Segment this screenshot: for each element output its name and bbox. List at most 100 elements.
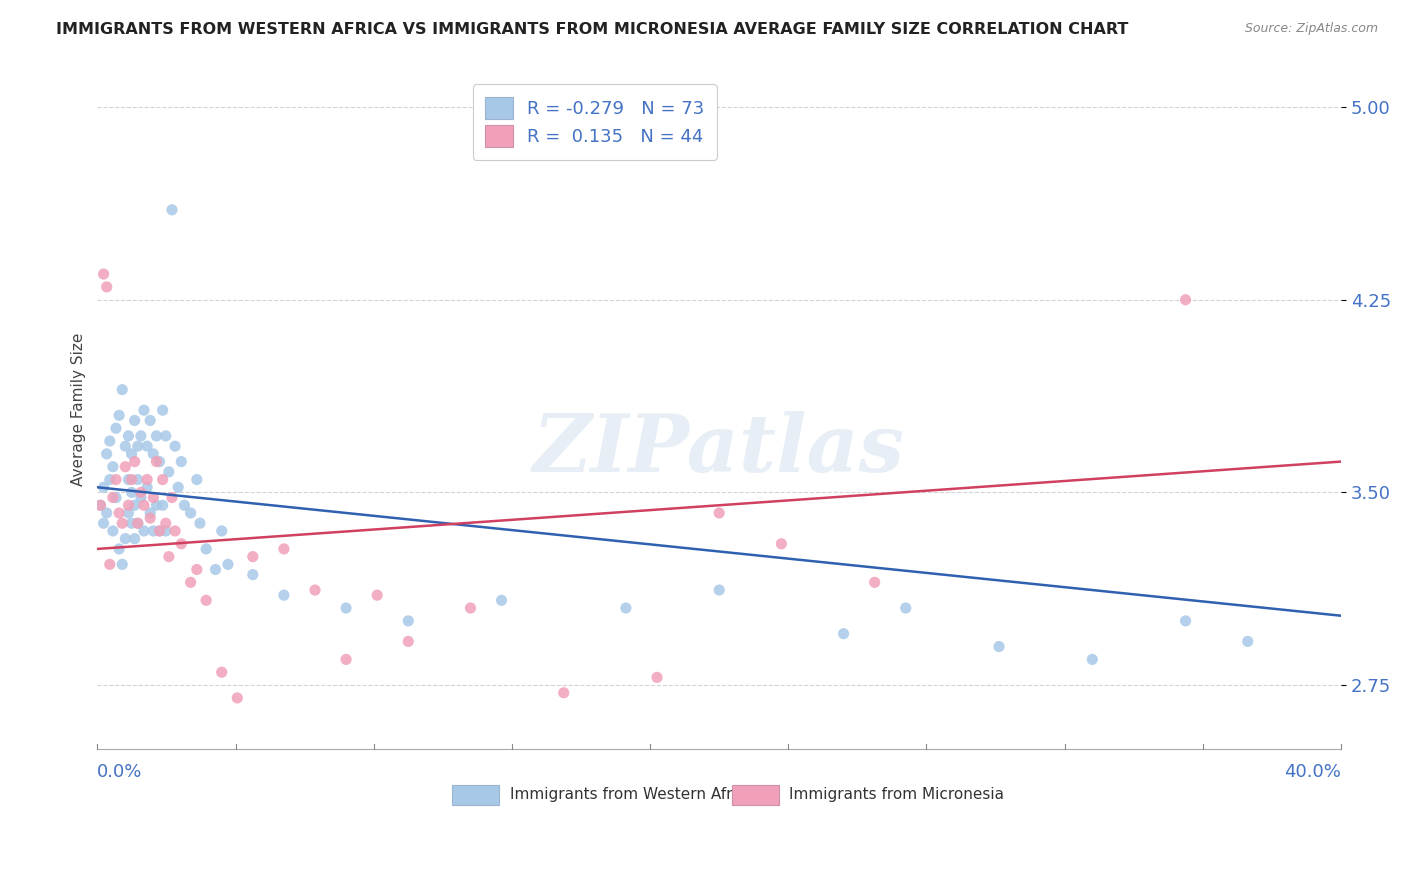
Point [614, 601, 637, 615]
Legend: R = -0.279   N = 73, R =  0.135   N = 44: R = -0.279 N = 73, R = 0.135 N = 44 [472, 85, 717, 160]
Point [645, 670, 668, 684]
Point [117, 429, 139, 443]
Point [136, 480, 159, 494]
Point [114, 459, 136, 474]
Point [167, 480, 190, 494]
Point [160, 491, 183, 505]
Point [114, 439, 136, 453]
Point [121, 485, 143, 500]
Point [142, 524, 165, 538]
Point [304, 582, 326, 597]
Point [127, 516, 149, 531]
Point [139, 511, 162, 525]
Point [105, 421, 128, 435]
Point [105, 473, 128, 487]
Point [96, 506, 118, 520]
Point [155, 429, 177, 443]
Point [121, 447, 143, 461]
Point [124, 532, 146, 546]
Point [709, 582, 731, 597]
Point [89, 498, 111, 512]
Point [148, 454, 170, 468]
Point [188, 516, 211, 531]
Point [101, 459, 124, 474]
Point [157, 549, 180, 564]
Point [1174, 293, 1197, 307]
Point [160, 202, 183, 217]
Point [157, 465, 180, 479]
Point [139, 506, 162, 520]
Point [832, 626, 855, 640]
Point [93, 516, 115, 531]
Point [117, 473, 139, 487]
Text: 0.0%: 0.0% [97, 764, 143, 781]
Point [145, 498, 167, 512]
Point [98, 558, 121, 572]
Point [136, 439, 159, 453]
Point [101, 491, 124, 505]
Point [93, 480, 115, 494]
Point [139, 413, 162, 427]
Point [132, 498, 155, 512]
Point [96, 280, 118, 294]
Point [211, 524, 233, 538]
Point [124, 413, 146, 427]
Point [105, 491, 128, 505]
Point [111, 516, 134, 531]
Text: Immigrants from Western Africa: Immigrants from Western Africa [510, 788, 755, 803]
Point [988, 640, 1011, 654]
Point [98, 473, 121, 487]
Text: 40.0%: 40.0% [1284, 764, 1341, 781]
Point [108, 409, 131, 423]
Point [211, 665, 233, 680]
Point [204, 562, 226, 576]
Point [195, 541, 218, 556]
Point [132, 524, 155, 538]
Point [117, 498, 139, 512]
Point [770, 537, 793, 551]
Point [121, 516, 143, 531]
Point [129, 429, 152, 443]
Point [142, 491, 165, 505]
Point [111, 383, 134, 397]
Point [863, 575, 886, 590]
Point [152, 498, 174, 512]
Point [1236, 634, 1258, 648]
Point [98, 434, 121, 448]
Point [121, 473, 143, 487]
Point [127, 516, 149, 531]
Point [93, 267, 115, 281]
Point [242, 549, 264, 564]
Point [709, 506, 731, 520]
Point [145, 454, 167, 468]
Point [124, 454, 146, 468]
Point [89, 498, 111, 512]
Point [335, 652, 357, 666]
Point [145, 429, 167, 443]
Point [129, 491, 152, 505]
Point [114, 532, 136, 546]
Point [155, 516, 177, 531]
Point [132, 403, 155, 417]
Point [894, 601, 917, 615]
Point [136, 473, 159, 487]
Point [180, 506, 202, 520]
Text: Source: ZipAtlas.com: Source: ZipAtlas.com [1244, 22, 1378, 36]
Point [148, 524, 170, 538]
Point [127, 473, 149, 487]
Point [127, 439, 149, 453]
Text: Immigrants from Micronesia: Immigrants from Micronesia [789, 788, 1004, 803]
Text: ZIPatlas: ZIPatlas [533, 411, 905, 489]
Point [186, 562, 208, 576]
Point [117, 506, 139, 520]
FancyBboxPatch shape [731, 785, 779, 805]
Point [170, 537, 193, 551]
Point [553, 686, 575, 700]
Point [491, 593, 513, 607]
Point [335, 601, 357, 615]
Point [273, 541, 295, 556]
Point [148, 524, 170, 538]
Point [152, 403, 174, 417]
Point [273, 588, 295, 602]
Point [108, 506, 131, 520]
